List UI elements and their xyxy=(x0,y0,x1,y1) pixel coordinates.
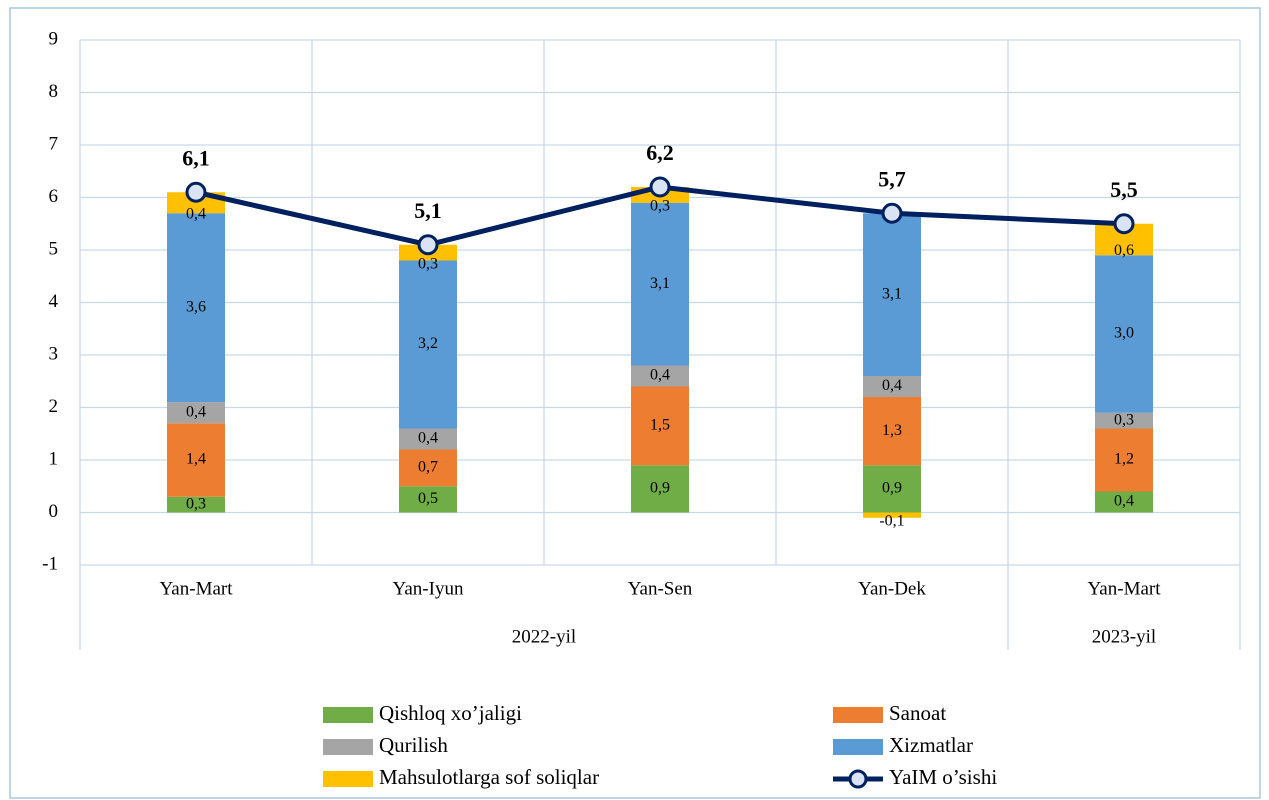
bar-segment xyxy=(399,449,457,487)
y-tick-label: 9 xyxy=(49,28,59,49)
data-label: 0,4 xyxy=(1114,493,1134,510)
y-tick-label: -1 xyxy=(42,553,58,574)
y-tick-label: 0 xyxy=(49,501,59,522)
legend-label: Mahsulotlarga sof soliqlar xyxy=(379,765,599,789)
bar-segment xyxy=(399,486,457,513)
legend-label: Xizmatlar xyxy=(889,733,973,757)
data-label: 0,5 xyxy=(418,490,438,507)
data-label: 1,5 xyxy=(650,417,670,434)
group-label: 2023-yil xyxy=(1092,626,1156,647)
line-label: 6,1 xyxy=(182,145,210,170)
legend-label: YaIM o’sishi xyxy=(889,765,997,789)
data-label: 3,1 xyxy=(882,285,902,302)
legend-label: Qishloq xo’jaligi xyxy=(379,701,522,725)
line-label: 5,7 xyxy=(878,166,906,191)
bar-segment xyxy=(863,376,921,397)
legend-swatch xyxy=(323,771,373,787)
data-label: 0,6 xyxy=(1114,242,1134,259)
x-tick-label: Yan-Mart xyxy=(159,578,233,599)
line-marker xyxy=(1113,213,1135,235)
line-marker xyxy=(649,176,671,198)
y-tick-label: 6 xyxy=(49,186,59,207)
bar-segment xyxy=(631,386,689,466)
bar-segment xyxy=(167,423,225,497)
bar-segment xyxy=(167,496,225,513)
y-tick-label: 5 xyxy=(49,238,59,259)
bar-segment xyxy=(399,260,457,429)
bar-segment xyxy=(1095,428,1153,492)
data-label: 1,3 xyxy=(882,422,902,439)
data-label: 3,6 xyxy=(186,298,206,315)
legend-swatch xyxy=(833,707,883,723)
data-label: 1,2 xyxy=(1114,451,1134,468)
bar-segment xyxy=(167,213,225,403)
data-label: 0,4 xyxy=(418,430,438,447)
data-label: 0,9 xyxy=(650,480,670,497)
line-marker xyxy=(185,181,207,203)
bar-segment xyxy=(1095,412,1153,429)
group-label: 2022-yil xyxy=(512,626,576,647)
data-label: 0,9 xyxy=(882,480,902,497)
line-label: 5,5 xyxy=(1110,177,1138,202)
legend-label: Sanoat xyxy=(889,701,946,725)
legend-swatch xyxy=(323,707,373,723)
data-label: 0,3 xyxy=(1114,411,1134,428)
data-label: 1,4 xyxy=(186,451,206,468)
data-label: 0,3 xyxy=(650,198,670,215)
line-label: 5,1 xyxy=(414,198,442,223)
bar-segment xyxy=(863,213,921,376)
data-label: 3,0 xyxy=(1114,325,1134,342)
data-label: 0,3 xyxy=(186,495,206,512)
bar-segment xyxy=(1095,255,1153,413)
data-label: 0,7 xyxy=(418,459,438,476)
bar-segment xyxy=(1095,491,1153,513)
bar-segment xyxy=(863,397,921,466)
legend-swatch xyxy=(323,739,373,755)
data-label: 0,4 xyxy=(186,205,206,222)
legend-swatch xyxy=(833,739,883,755)
y-tick-label: 2 xyxy=(49,396,59,417)
legend-label: Qurilish xyxy=(379,733,448,757)
data-label: 0,4 xyxy=(186,403,206,420)
y-tick-label: 4 xyxy=(49,291,59,312)
x-tick-label: Yan-Dek xyxy=(858,578,926,599)
data-label: 3,1 xyxy=(650,275,670,292)
y-tick-label: 1 xyxy=(49,448,59,469)
bar-segment xyxy=(167,402,225,424)
x-tick-label: Yan-Mart xyxy=(1087,578,1161,599)
data-label: 0,3 xyxy=(418,255,438,272)
bar-segment xyxy=(631,202,689,366)
y-tick-label: 3 xyxy=(49,343,59,364)
y-tick-label: 8 xyxy=(49,81,59,102)
x-tick-label: Yan-Sen xyxy=(628,578,693,599)
data-label: -0,1 xyxy=(879,512,904,529)
bar-segment xyxy=(631,465,689,513)
data-label: 0,4 xyxy=(882,377,902,394)
line-label: 6,2 xyxy=(646,140,674,165)
bar-segment xyxy=(863,465,921,513)
bar-segment xyxy=(399,428,457,450)
legend-marker xyxy=(848,769,868,789)
bar-segment xyxy=(631,365,689,387)
line-marker xyxy=(417,234,439,256)
data-label: 3,2 xyxy=(418,335,438,352)
line-marker xyxy=(881,202,903,224)
y-tick-label: 7 xyxy=(49,133,59,154)
data-label: 0,4 xyxy=(650,367,670,384)
bar-segment xyxy=(863,512,921,518)
x-tick-label: Yan-Iyun xyxy=(393,578,464,599)
